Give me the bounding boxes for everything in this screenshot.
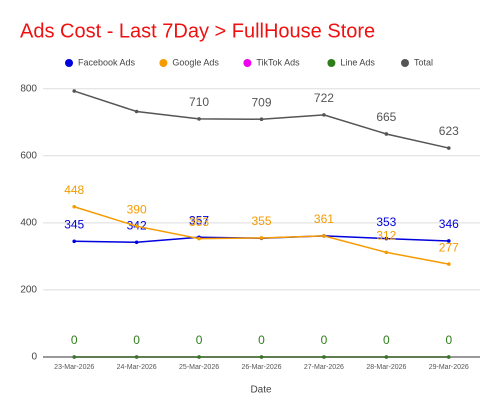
- x-tick-label: 26-Mar-2026: [241, 364, 281, 371]
- x-tick-label: 27-Mar-2026: [304, 364, 344, 371]
- legend-marker: [65, 59, 73, 67]
- data-point: [134, 355, 139, 359]
- data-point: [259, 236, 264, 240]
- data-label: 623: [439, 124, 459, 138]
- data-label: 0: [258, 333, 265, 347]
- x-tick-label: 25-Mar-2026: [179, 364, 219, 371]
- x-axis-label: Date: [250, 385, 272, 396]
- legend-label: Line Ads: [340, 57, 375, 67]
- data-label: 353: [189, 215, 209, 229]
- legend-label: Facebook Ads: [78, 57, 136, 67]
- data-point: [384, 250, 389, 255]
- data-label: 357: [189, 213, 209, 227]
- data-label: 312: [376, 229, 396, 243]
- legend-marker: [243, 59, 252, 67]
- data-point: [384, 236, 389, 241]
- data-point: [134, 109, 139, 114]
- data-label: 355: [251, 214, 271, 228]
- legend-marker: [159, 59, 168, 67]
- x-tick-label: 28-Mar-2026: [366, 364, 406, 371]
- legend-label: Google Ads: [172, 57, 219, 67]
- y-tick-label: 200: [20, 285, 37, 296]
- data-label: 665: [376, 110, 396, 124]
- data-point: [446, 262, 451, 266]
- data-label: 710: [189, 95, 209, 109]
- data-label: 361: [314, 212, 334, 226]
- data-label: 448: [64, 183, 84, 197]
- data-point: [384, 132, 389, 136]
- chart-title: Ads Cost - Last 7Day > FullHouse Store: [20, 20, 375, 42]
- data-point: [259, 355, 264, 359]
- legend-marker: [327, 59, 336, 67]
- y-tick-label: 800: [20, 83, 37, 94]
- data-point: [322, 113, 326, 117]
- data-label: 345: [64, 217, 84, 231]
- data-point: [259, 117, 264, 122]
- data-label: 0: [383, 333, 390, 347]
- data-point: [446, 239, 451, 243]
- x-tick-label: 29-Mar-2026: [429, 364, 469, 371]
- data-point: [134, 224, 139, 229]
- data-point: [72, 239, 77, 244]
- data-label: 0: [196, 333, 203, 347]
- data-label: 353: [376, 215, 396, 229]
- legend-label: Total: [414, 57, 433, 67]
- data-label: 709: [251, 95, 271, 109]
- data-point: [134, 240, 139, 245]
- legend-label: TikTok Ads: [256, 57, 300, 67]
- data-label: 390: [127, 202, 147, 216]
- legend-marker: [401, 59, 409, 67]
- data-label: 277: [439, 240, 459, 254]
- y-tick-label: 600: [20, 150, 37, 161]
- data-label: 0: [71, 333, 78, 347]
- data-point: [322, 234, 326, 238]
- x-tick-label: 24-Mar-2026: [117, 364, 157, 371]
- y-tick-label: 400: [20, 217, 37, 228]
- data-point: [197, 236, 201, 241]
- y-tick-label: 0: [31, 352, 37, 363]
- data-label: 0: [133, 333, 140, 347]
- data-point: [72, 204, 77, 209]
- data-label: 0: [445, 333, 452, 347]
- data-point: [446, 146, 451, 150]
- data-point: [322, 355, 326, 359]
- data-point: [72, 355, 77, 359]
- data-point: [72, 89, 77, 93]
- data-label: 0: [321, 333, 328, 347]
- data-point: [197, 355, 201, 359]
- data-point: [446, 355, 451, 359]
- data-point: [384, 355, 389, 359]
- data-label: 346: [439, 217, 459, 231]
- data-point: [197, 117, 201, 121]
- x-tick-label: 23-Mar-2026: [54, 364, 94, 371]
- data-label: 722: [314, 91, 334, 105]
